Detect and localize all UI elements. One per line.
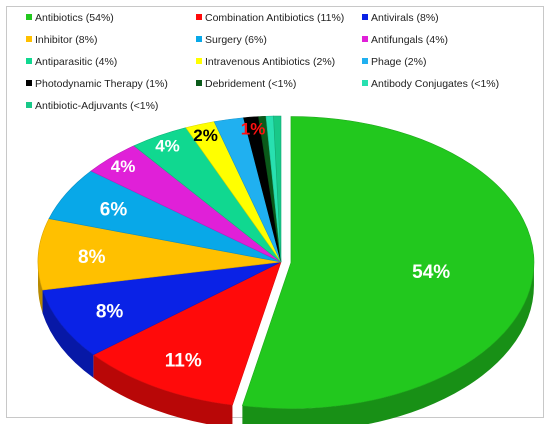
pie-slice bbox=[92, 261, 282, 406]
legend-item: Debridement (<1%) bbox=[196, 78, 296, 90]
legend-label: Antibiotic-Adjuvants (<1%) bbox=[35, 100, 159, 112]
pie-slice bbox=[37, 218, 282, 291]
legend-item: Combination Antibiotics (11%) bbox=[196, 12, 344, 24]
legend-label: Antibody Conjugates (<1%) bbox=[371, 78, 500, 90]
legend-item: Antifungals (4%) bbox=[362, 34, 448, 46]
pie-data-label: 54% bbox=[412, 262, 450, 283]
legend-label: Phage (2%) bbox=[371, 56, 427, 68]
legend-label: Debridement (<1%) bbox=[205, 78, 297, 90]
legend-swatch bbox=[26, 14, 32, 20]
legend-item: Antibody Conjugates (<1%) bbox=[362, 78, 499, 90]
pie-slice bbox=[273, 115, 282, 263]
pie-data-label: 8% bbox=[78, 247, 106, 268]
legend-item: Surgery (6%) bbox=[196, 34, 267, 46]
legend-item: Inhibitor (8%) bbox=[26, 34, 97, 46]
legend-item: Antibiotic-Adjuvants (<1%) bbox=[26, 100, 158, 112]
pie-slice-side bbox=[93, 354, 233, 424]
legend-label: Antivirals (8%) bbox=[371, 12, 439, 24]
pie-data-label: 4% bbox=[155, 137, 180, 156]
legend-label: Photodynamic Therapy (1%) bbox=[35, 78, 168, 90]
legend-swatch bbox=[196, 36, 202, 42]
pie-data-label: 8% bbox=[96, 302, 124, 323]
legend-swatch bbox=[26, 80, 32, 86]
legend-swatch bbox=[196, 14, 202, 20]
legend-label: Inhibitor (8%) bbox=[35, 34, 98, 46]
pie-data-label: 2% bbox=[193, 126, 218, 145]
pie-data-label: 1% bbox=[241, 119, 266, 138]
pie-data-label: 4% bbox=[111, 157, 136, 176]
pie-slice-side bbox=[38, 262, 43, 314]
legend-item: Photodynamic Therapy (1%) bbox=[26, 78, 168, 90]
legend-label: Antibiotics (54%) bbox=[35, 12, 114, 24]
legend-swatch bbox=[26, 58, 32, 64]
legend-swatch bbox=[362, 58, 368, 64]
legend-swatch bbox=[196, 58, 202, 64]
legend-swatch bbox=[26, 36, 32, 42]
pie-tops bbox=[37, 115, 535, 409]
legend-swatch bbox=[26, 102, 32, 108]
legend-item: Phage (2%) bbox=[362, 56, 426, 68]
legend-label: Antifungals (4%) bbox=[371, 34, 449, 46]
pie-data-label: 6% bbox=[100, 200, 128, 221]
legend-swatch bbox=[196, 80, 202, 86]
pie-slice-side bbox=[42, 290, 94, 378]
legend-label: Combination Antibiotics (11%) bbox=[205, 12, 345, 24]
pie-data-label: 11% bbox=[165, 351, 202, 372]
legend-swatch bbox=[362, 80, 368, 86]
legend-item: Antivirals (8%) bbox=[362, 12, 439, 24]
legend-label: Antiparasitic (4%) bbox=[35, 56, 118, 68]
pie-slice-side bbox=[242, 262, 534, 424]
legend-item: Intravenous Antibiotics (2%) bbox=[196, 56, 335, 68]
legend-swatch bbox=[362, 36, 368, 42]
pie-sides bbox=[38, 262, 534, 424]
pie-slice bbox=[241, 116, 535, 409]
legend-label: Surgery (6%) bbox=[205, 34, 267, 46]
pie-labels: 54% 11% 8% 8% 6% 4% 4% 2% 1% bbox=[78, 119, 450, 371]
legend-item: Antibiotics (54%) bbox=[26, 12, 114, 24]
pie-slice bbox=[42, 261, 282, 356]
legend-item: Antiparasitic (4%) bbox=[26, 56, 117, 68]
legend-label: Intravenous Antibiotics (2%) bbox=[205, 56, 336, 68]
legend-swatch bbox=[362, 14, 368, 20]
